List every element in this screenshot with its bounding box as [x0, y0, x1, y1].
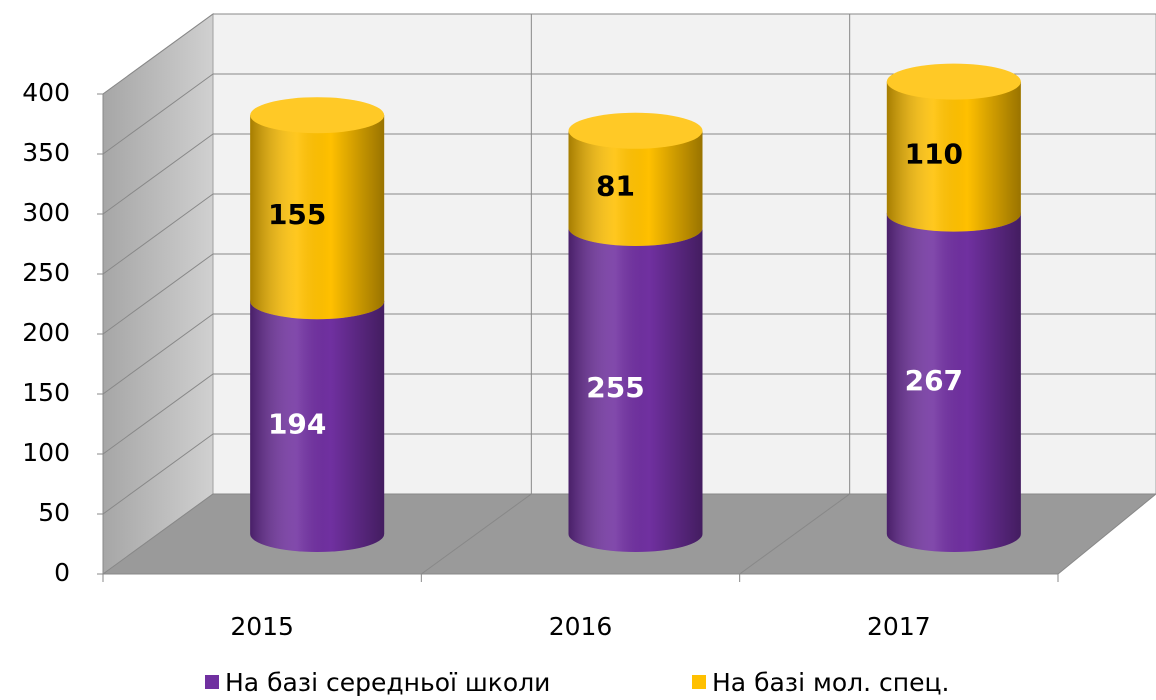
legend-swatch: [205, 675, 219, 689]
grid-line: [739, 493, 850, 575]
bar-shade: [886, 81, 1021, 232]
y-tick-label: 150: [22, 378, 70, 407]
grid-line: [102, 73, 214, 155]
legend-swatch: [692, 675, 706, 689]
bar-top: [250, 97, 385, 134]
grid-line: [102, 13, 214, 95]
grid-line: [102, 193, 214, 275]
bar-shade: [250, 115, 385, 320]
bar-top: [568, 112, 703, 149]
y-tick-label: 300: [22, 198, 70, 227]
y-tick-label: 200: [22, 318, 70, 347]
legend-label: На базі середньої школи: [225, 668, 550, 697]
grid-line: [421, 493, 532, 575]
x-tick-label: 2017: [867, 612, 931, 641]
grid-line: [102, 373, 214, 455]
value-label: 110: [905, 138, 963, 171]
grid-line: [102, 313, 214, 395]
x-tick-label: 2016: [549, 612, 613, 641]
grid-line: [102, 253, 214, 335]
bar-top: [886, 63, 1021, 100]
grid-line: [102, 433, 214, 515]
grid-line: [102, 133, 214, 215]
bar-top-shade: [568, 112, 703, 149]
value-label: 255: [586, 371, 644, 404]
bar-top-shade: [886, 63, 1021, 100]
y-tick-label: 400: [22, 78, 70, 107]
x-tick-label: 2015: [230, 612, 294, 641]
y-tick-label: 350: [22, 138, 70, 167]
value-label: 155: [268, 198, 326, 231]
y-tick-label: 50: [38, 498, 70, 527]
legend-label: На базі мол. спец.: [712, 668, 949, 697]
bar-shade: [568, 228, 703, 552]
y-tick-label: 250: [22, 258, 70, 287]
bar-shade: [250, 301, 385, 552]
y-tick-label: 100: [22, 438, 70, 467]
y-tick-label: 0: [54, 558, 70, 587]
bar-shade: [568, 130, 703, 246]
value-label: 267: [905, 364, 963, 397]
bar-top-shade: [250, 97, 385, 134]
bar-shade: [886, 213, 1021, 552]
value-label: 81: [596, 169, 635, 202]
value-label: 194: [268, 408, 326, 441]
